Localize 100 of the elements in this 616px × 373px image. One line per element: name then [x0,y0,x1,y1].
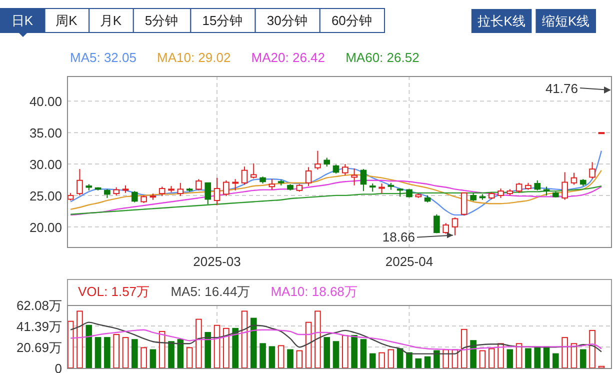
candlestick [250,162,257,179]
bar [324,337,330,368]
category-label: 周K [56,13,78,28]
text: MA60: 26.52 [346,50,420,65]
text: MA20: 26.42 [251,50,326,65]
bar [434,350,440,368]
line-series [70,329,602,350]
bar [460,328,468,368]
x-tick-label: 2025-03 [193,254,241,269]
bar [415,358,422,368]
bar [580,349,586,368]
bar [122,337,129,368]
bar [250,318,257,368]
candlestick [158,186,166,197]
bar [488,348,495,368]
text: MA10: 18.68万 [270,284,358,299]
y-tick-label: 20.00 [29,220,62,235]
bar [268,346,276,368]
bar [479,350,486,368]
bar [534,346,541,368]
bar [177,339,184,368]
category-label: 15分钟 [202,13,243,28]
candlestick [204,182,212,205]
candlestick [534,180,541,191]
text: 缩短K线 [542,14,590,28]
y-tick-label: 35.00 [29,126,62,141]
bar [498,343,504,368]
text: MA5: 16.44万 [170,284,250,299]
bar [562,337,568,368]
candlestick [196,178,202,191]
candlestick [314,150,321,170]
bar [360,339,367,368]
candlestick [460,192,468,216]
bar [424,356,431,368]
candlestick [76,168,83,196]
candlestick [570,172,578,186]
bar [150,349,156,368]
category-label: 月K [100,13,122,28]
bar [552,353,559,368]
y-tick-label: 20.69万 [16,340,62,356]
bar [342,335,348,368]
bar [314,310,321,368]
candlestick [498,188,504,198]
bar [232,328,238,368]
candlestick [342,164,348,176]
y-tick-label: 0 [54,361,62,373]
bar [131,339,138,368]
bar [158,330,166,368]
y-tick-label: 62.08万 [16,298,62,313]
bar [186,347,193,368]
category-label: 5分钟 [144,13,178,28]
bar [86,324,92,368]
bar [506,349,514,368]
y-tick-label: 30.00 [29,157,62,172]
bar [369,353,376,368]
bar [278,345,284,368]
candlestick [177,182,184,197]
bar [470,340,476,368]
line-series [70,170,602,210]
bar [388,349,394,368]
candlestick [232,178,238,191]
bar [351,335,358,368]
candlestick [516,182,522,194]
annotation: 41.76 [545,81,578,96]
category-label: 日K [11,13,34,28]
bar [168,341,174,368]
candlestick [268,178,276,190]
candlestick [131,190,138,203]
bar [104,337,110,368]
bar [76,310,83,368]
category-label: 30分钟 [266,13,308,28]
category-label: 60分钟 [331,13,372,28]
text: MA10: 29.02 [157,50,231,65]
bar [223,328,230,368]
candlestick [562,172,568,200]
bar [196,318,202,368]
text: 拉长K线 [478,14,526,28]
y-tick-label: 40.00 [29,94,62,110]
annotation: 18.66 [382,229,415,244]
y-tick-label: 41.39万 [16,318,62,334]
bar [525,348,532,368]
bar [287,349,294,368]
candlestick [360,168,367,192]
bar [140,347,147,368]
candlestick [378,183,385,194]
bar [260,343,266,368]
bar [94,337,102,368]
candlestick [434,214,440,234]
candlestick [589,162,596,179]
candlestick [452,216,458,236]
candlestick [214,177,220,206]
bar [378,352,385,368]
bar [113,334,120,368]
x-tick-label: 2025-04 [385,254,434,269]
bar [332,341,340,368]
candlestick [223,180,230,197]
bar [296,350,303,368]
bar [204,332,212,368]
line-series [70,322,602,354]
line-series [70,150,602,216]
